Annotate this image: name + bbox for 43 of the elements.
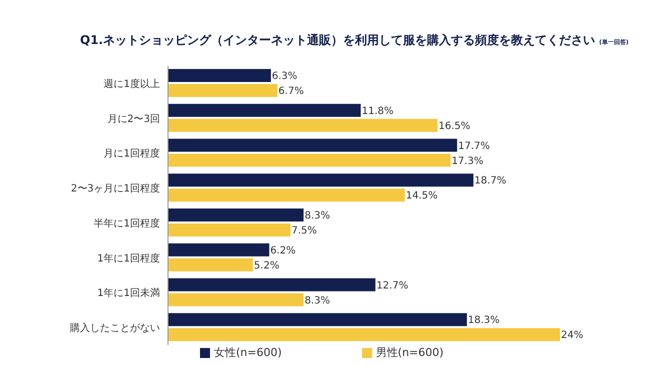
bar — [168, 208, 304, 222]
bar — [168, 313, 467, 326]
data-label: 6.7% — [278, 86, 304, 98]
data-label: 24% — [561, 330, 584, 342]
legend-label: 男性(n=600) — [376, 346, 444, 359]
y-tick-label: 購入したことがない — [70, 322, 160, 334]
y-tick-label: 1年に1回未満 — [97, 287, 160, 300]
bar — [168, 258, 253, 272]
y-tick-label: 月に2〜3回 — [107, 114, 160, 125]
bar — [168, 278, 376, 292]
bar — [168, 188, 405, 202]
bar — [168, 84, 278, 97]
bar — [168, 224, 290, 236]
data-label: 17.3% — [452, 156, 484, 167]
data-label: 18.3% — [468, 315, 500, 326]
data-label: 11.8% — [362, 106, 394, 117]
data-label: 18.7% — [474, 176, 506, 187]
bar — [168, 69, 271, 82]
y-tick-label: 月に1回程度 — [104, 148, 160, 160]
bar — [168, 118, 438, 132]
chart-title: Q1.ネットショッピング（インターネット通販）を利用して服を購入する頻度を教えてください — [80, 33, 596, 47]
data-label: 12.7% — [376, 280, 408, 292]
bar — [168, 154, 451, 167]
bar — [168, 138, 458, 152]
bar — [168, 328, 560, 342]
y-tick-label: 半年に1回程度 — [94, 217, 160, 230]
bar — [168, 174, 474, 187]
y-tick-label: 1年に1回程度 — [97, 252, 160, 264]
y-tick-label: 2〜3ヶ月に1回程度 — [70, 182, 160, 195]
legend-label: 女性(n=600) — [214, 346, 282, 359]
data-label: 6.3% — [272, 71, 298, 82]
data-label: 8.3% — [304, 210, 330, 222]
data-label: 7.5% — [292, 226, 317, 237]
y-tick-label: 週に1度以上 — [104, 78, 160, 90]
data-label: 5.2% — [254, 260, 280, 272]
data-label: 16.5% — [438, 120, 470, 132]
data-label: 8.3% — [304, 295, 330, 306]
data-label: 14.5% — [406, 190, 438, 202]
data-label: 17.7% — [458, 140, 490, 152]
data-label: 6.2% — [270, 245, 296, 256]
bar — [168, 243, 270, 256]
bar — [168, 104, 361, 117]
bar — [168, 293, 304, 306]
